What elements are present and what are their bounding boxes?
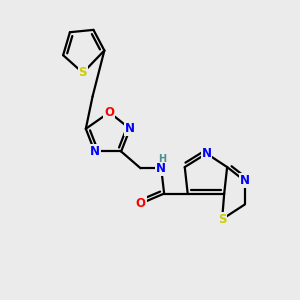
Text: S: S bbox=[218, 213, 226, 226]
Text: N: N bbox=[156, 162, 166, 175]
Text: N: N bbox=[90, 145, 100, 158]
Text: O: O bbox=[104, 106, 114, 119]
Text: S: S bbox=[79, 66, 87, 80]
Text: N: N bbox=[125, 122, 135, 135]
Text: O: O bbox=[136, 197, 146, 210]
Text: H: H bbox=[158, 154, 166, 164]
Text: N: N bbox=[202, 147, 212, 160]
Text: N: N bbox=[240, 174, 250, 188]
